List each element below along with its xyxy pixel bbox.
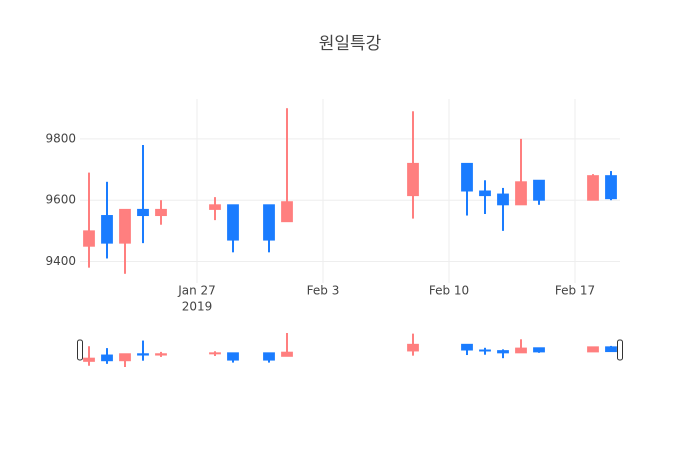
- slider-candle-body: [209, 352, 221, 355]
- y-tick-label: 9400: [45, 254, 76, 268]
- candle-body: [281, 201, 293, 223]
- candle-body: [533, 179, 545, 201]
- chart-title: 원일특강: [319, 34, 382, 54]
- slider-candle-body: [479, 349, 491, 352]
- slider-candle-body: [155, 353, 167, 356]
- candle-body: [83, 230, 95, 247]
- candle-body: [101, 215, 113, 244]
- candle-body: [587, 175, 599, 201]
- x-tick-label: Jan 27: [177, 284, 216, 298]
- slider-candle-body: [587, 346, 599, 353]
- slider-candle-body: [515, 347, 527, 354]
- slider-candle-body: [461, 343, 473, 351]
- candle-body: [407, 162, 419, 197]
- range-slider-handle[interactable]: [77, 339, 83, 361]
- slider-candle-body: [227, 352, 239, 361]
- y-tick-label: 9800: [45, 131, 76, 145]
- slider-candle-body: [533, 347, 545, 353]
- slider-candle-body: [407, 343, 419, 352]
- candle-body: [209, 204, 221, 210]
- x-year-label: 2019: [182, 300, 213, 314]
- x-tick-label: Feb 17: [555, 284, 595, 298]
- y-tick-label: 9600: [45, 193, 76, 207]
- candle-body: [605, 175, 617, 200]
- slider-candle-body: [119, 353, 131, 362]
- candle-body: [227, 204, 239, 241]
- candle-body: [461, 162, 473, 192]
- slider-candle-body: [281, 351, 293, 357]
- candle-body: [497, 193, 509, 206]
- candle-body: [515, 181, 527, 206]
- x-tick-label: Feb 3: [307, 284, 340, 298]
- range-slider-handle[interactable]: [617, 339, 623, 361]
- candle-body: [137, 208, 149, 217]
- candle-body: [479, 190, 491, 197]
- candle-body: [263, 204, 275, 241]
- slider-candle-body: [137, 353, 149, 356]
- slider-candle-body: [605, 346, 617, 353]
- candle-body: [119, 208, 131, 244]
- candle-body: [155, 208, 167, 217]
- slider-candle-body: [83, 357, 95, 362]
- slider-candle-body: [497, 350, 509, 354]
- slider-candle-body: [263, 352, 275, 361]
- x-tick-label: Feb 10: [429, 284, 469, 298]
- slider-candle-body: [101, 354, 113, 362]
